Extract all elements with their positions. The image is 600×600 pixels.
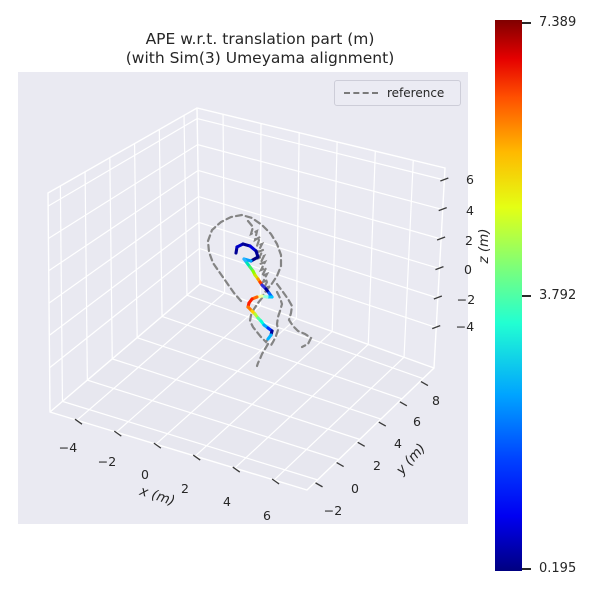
y-tick-label: 0 bbox=[351, 481, 359, 496]
z-tick-label: −4 bbox=[456, 319, 474, 334]
x-tick-label: 6 bbox=[263, 508, 271, 523]
plot-title-line1: APE w.r.t. translation part (m) bbox=[145, 30, 375, 48]
colorbar-tick-label: 3.792 bbox=[539, 288, 577, 303]
plot-title-line2: (with Sim(3) Umeyama alignment) bbox=[125, 49, 395, 67]
grid-lines bbox=[47, 114, 445, 481]
estimated-trajectory bbox=[234, 242, 274, 341]
y-tick-label: −2 bbox=[324, 503, 342, 518]
z-tick-label: 6 bbox=[466, 172, 474, 187]
z-tick-label: 2 bbox=[465, 233, 473, 248]
legend-label: reference bbox=[387, 86, 445, 100]
legend: reference bbox=[334, 80, 461, 106]
z-tick-label: −2 bbox=[457, 292, 475, 307]
x-tick-label: −4 bbox=[59, 440, 77, 455]
y-tick-label: 2 bbox=[373, 458, 381, 473]
colorbar-tick-mark bbox=[522, 295, 531, 297]
tick-marks bbox=[74, 177, 449, 488]
plot-title: APE w.r.t. translation part (m) (with Si… bbox=[60, 30, 460, 68]
y-tick-label: 8 bbox=[432, 393, 440, 408]
y-tick-label: 4 bbox=[394, 436, 402, 451]
z-tick-label: 4 bbox=[466, 203, 474, 218]
z-tick-label: 0 bbox=[464, 262, 472, 277]
colorbar-tick-mark bbox=[522, 568, 531, 570]
z-axis-label: z (m) bbox=[476, 228, 492, 264]
reference-dashed-line-swatch bbox=[344, 92, 378, 94]
y-tick-label: 6 bbox=[413, 414, 421, 429]
colorbar-tick-label: 7.389 bbox=[539, 15, 577, 30]
x-tick-label: 4 bbox=[223, 494, 231, 509]
colorbar bbox=[495, 20, 522, 571]
x-tick-label: −2 bbox=[98, 454, 116, 469]
colorbar-tick-mark bbox=[522, 22, 531, 24]
x-tick-label: 2 bbox=[181, 481, 189, 496]
colorbar-tick-label: 0.195 bbox=[539, 561, 577, 576]
x-tick-label: 0 bbox=[141, 467, 149, 482]
